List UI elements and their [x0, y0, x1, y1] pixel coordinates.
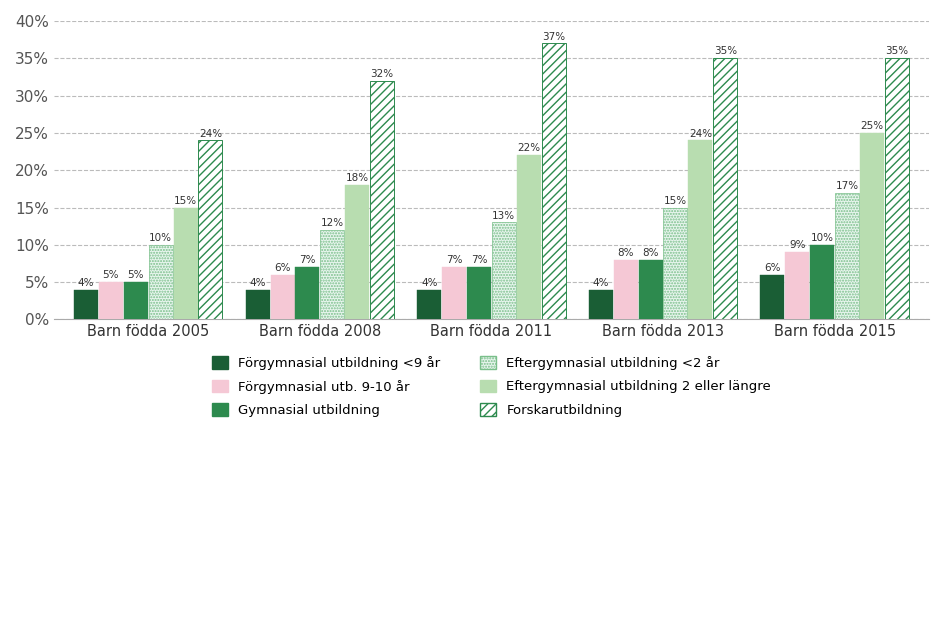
Bar — [810, 245, 834, 320]
Bar — [74, 290, 98, 320]
Bar — [835, 193, 859, 320]
Text: 9%: 9% — [789, 240, 805, 250]
Bar — [516, 155, 541, 320]
Bar — [589, 290, 613, 320]
Text: 35%: 35% — [885, 46, 908, 56]
Bar — [198, 140, 223, 320]
Bar — [688, 140, 713, 320]
Text: 24%: 24% — [689, 129, 712, 138]
Text: 8%: 8% — [617, 248, 634, 258]
Bar — [614, 260, 638, 320]
Text: 25%: 25% — [860, 121, 884, 131]
Bar — [860, 133, 884, 320]
Bar — [174, 208, 197, 320]
Text: 10%: 10% — [149, 233, 172, 243]
Bar — [245, 290, 270, 320]
Text: 4%: 4% — [77, 277, 94, 288]
Bar — [664, 208, 687, 320]
Bar — [492, 222, 515, 320]
Bar — [148, 245, 173, 320]
Text: 4%: 4% — [249, 277, 266, 288]
Text: 12%: 12% — [321, 218, 344, 228]
Bar — [638, 260, 663, 320]
Text: 8%: 8% — [642, 248, 659, 258]
Bar — [320, 230, 345, 320]
Text: 15%: 15% — [174, 196, 197, 206]
Bar — [785, 252, 809, 320]
Text: 7%: 7% — [446, 255, 463, 265]
Text: 18%: 18% — [346, 173, 369, 184]
Text: 5%: 5% — [103, 270, 119, 281]
Bar — [467, 267, 491, 320]
Bar — [370, 81, 394, 320]
Text: 17%: 17% — [835, 180, 859, 191]
Bar — [124, 282, 148, 320]
Text: 22%: 22% — [517, 143, 540, 153]
Text: 4%: 4% — [593, 277, 609, 288]
Bar — [99, 282, 123, 320]
Text: 7%: 7% — [299, 255, 315, 265]
Text: 4%: 4% — [421, 277, 437, 288]
Text: 6%: 6% — [275, 263, 291, 273]
Legend: Förgymnasial utbildning <9 år, Förgymnasial utb. 9-10 år, Gymnasial utbildning, : Förgymnasial utbildning <9 år, Förgymnas… — [211, 356, 771, 417]
Bar — [542, 43, 565, 320]
Text: 15%: 15% — [664, 196, 687, 206]
Text: 37%: 37% — [542, 32, 565, 41]
Bar — [295, 267, 319, 320]
Bar — [885, 58, 909, 320]
Bar — [714, 58, 737, 320]
Bar — [271, 274, 295, 320]
Text: 32%: 32% — [370, 69, 394, 79]
Text: 35%: 35% — [714, 46, 737, 56]
Text: 10%: 10% — [811, 233, 834, 243]
Text: 6%: 6% — [765, 263, 781, 273]
Bar — [442, 267, 466, 320]
Bar — [346, 185, 369, 320]
Text: 7%: 7% — [471, 255, 487, 265]
Bar — [417, 290, 441, 320]
Bar — [761, 274, 784, 320]
Text: 5%: 5% — [127, 270, 144, 281]
Text: 13%: 13% — [493, 211, 515, 221]
Text: 24%: 24% — [199, 129, 222, 138]
